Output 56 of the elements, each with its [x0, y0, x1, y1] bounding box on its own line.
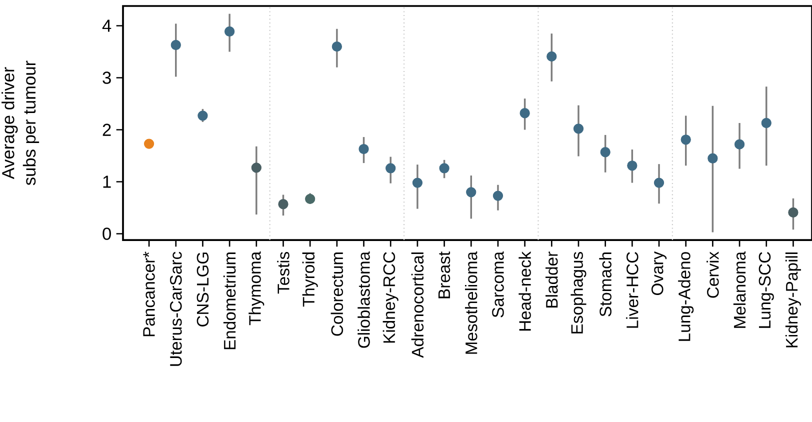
x-tick-label: Kidney-Papill: [785, 252, 801, 348]
point: [224, 26, 235, 37]
y-tick-label: 1: [103, 176, 111, 188]
point: [788, 207, 798, 218]
point: [386, 163, 396, 174]
point: [251, 162, 262, 173]
x-tick-label: Mesothelioma: [465, 251, 478, 354]
x-tick-label: Head-neck: [518, 251, 531, 331]
x-tick-label: CNS-LGG: [196, 252, 209, 326]
point: [278, 199, 288, 210]
x-tick-label: Liver-HCC: [626, 252, 638, 328]
x-tick-label: Melanoma: [733, 251, 746, 328]
y-tick-label: 3: [102, 72, 111, 84]
x-tick-label: Lung-SCC: [758, 252, 774, 328]
point: [198, 110, 208, 121]
point: [466, 187, 476, 198]
point: [708, 153, 718, 164]
y-axis-title: Average driver subs per tumour: [2, 60, 40, 186]
point: [358, 144, 369, 154]
x-tick-label: Thymoma: [248, 251, 264, 326]
point: [761, 118, 772, 128]
point: [144, 138, 154, 149]
x-tick-label: Esophagus: [570, 252, 586, 334]
point: [627, 160, 638, 171]
point: [170, 40, 181, 50]
point: [680, 134, 691, 145]
point: [600, 147, 610, 158]
x-tick-label: Stomach: [599, 252, 612, 316]
point: [546, 51, 557, 62]
point: [332, 41, 342, 52]
point: [412, 178, 423, 188]
x-tick-label: Cervix: [706, 252, 719, 298]
point: [492, 190, 504, 201]
x-tick-label: Endometrium: [223, 252, 236, 350]
y-tick-label: 2: [102, 124, 111, 136]
x-tick-label: Ovary: [651, 251, 667, 296]
x-tick-label: Glioblastoma: [358, 251, 370, 348]
point: [654, 178, 664, 188]
point: [305, 194, 316, 204]
x-tick-label: Breast: [438, 252, 450, 298]
point: [734, 139, 745, 150]
y-tick-label: 4: [102, 20, 112, 32]
x-tick-label: Adrenocortical: [411, 252, 424, 358]
point: [573, 124, 584, 134]
x-tick-label: Bladder: [546, 252, 558, 308]
x-tick-label: Testis: [277, 252, 290, 294]
point: [439, 163, 450, 174]
x-tick-label: Uterus-CarSarc: [170, 252, 182, 366]
point: [520, 108, 530, 118]
x-tick-label: Sarcoma: [492, 251, 504, 318]
x-tick-label: Pancancer*: [143, 252, 155, 336]
x-tick-label: Colorectum: [330, 252, 344, 336]
y-tick-label: 0: [102, 228, 111, 240]
x-tick-label: Thyroid: [302, 252, 318, 307]
x-tick-label: Kidney-RCC: [382, 252, 398, 343]
x-tick-label: Lung-Adeno: [678, 252, 694, 341]
